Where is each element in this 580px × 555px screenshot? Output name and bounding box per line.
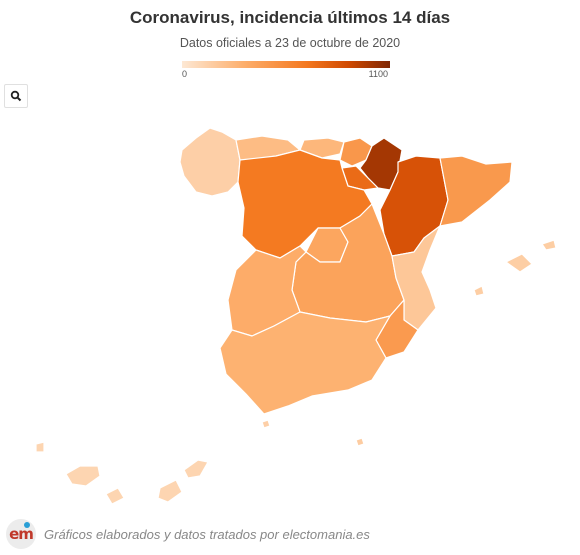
region-andalucia[interactable]	[219, 311, 391, 415]
electomania-logo: em	[6, 519, 36, 549]
region-navarra[interactable]	[359, 137, 403, 191]
region-ceuta[interactable]	[261, 419, 271, 429]
map-title: Coronavirus, incidencia últimos 14 días	[129, 8, 451, 27]
region-melilla[interactable]	[355, 437, 365, 447]
logo-dot	[24, 522, 30, 528]
legend-min-label: 0	[182, 69, 188, 79]
region-cataluna[interactable]	[439, 155, 513, 227]
map-subtitle: Datos oficiales a 23 de octubre de 2020	[179, 36, 401, 50]
credit-text: Gráficos elaborados y datos tratados por…	[44, 526, 370, 542]
zoom-button[interactable]	[4, 84, 28, 108]
footer: em Gráficos elaborados y datos tratados …	[6, 518, 370, 550]
search-icon	[10, 90, 22, 102]
region-galicia[interactable]	[179, 127, 241, 197]
logo-text: em	[9, 525, 34, 543]
legend-gradient-bar	[182, 61, 390, 68]
spain-choropleth-map	[35, 127, 557, 505]
color-legend: 0 1100	[182, 61, 390, 81]
region-canarias[interactable]	[35, 441, 209, 505]
legend-max-label: 1100	[368, 69, 388, 79]
region-islas-baleares[interactable]	[473, 239, 557, 297]
